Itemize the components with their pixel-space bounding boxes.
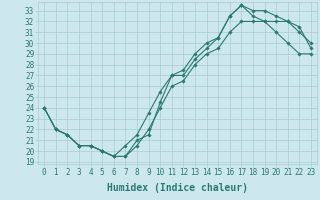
X-axis label: Humidex (Indice chaleur): Humidex (Indice chaleur) xyxy=(107,183,248,193)
